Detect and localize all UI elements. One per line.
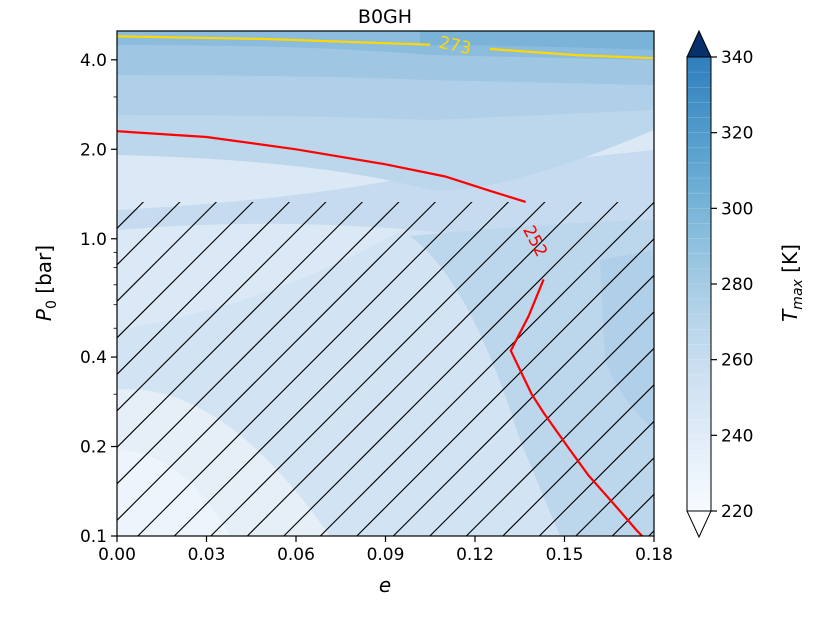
colorbar-bands xyxy=(687,56,711,497)
y-tick-label: 0.4 xyxy=(80,348,107,368)
colorbar-tick-label: 340 xyxy=(721,48,753,68)
y-tick-label: 0.2 xyxy=(80,438,107,458)
hatch-line xyxy=(319,202,654,536)
hatch-line xyxy=(137,202,473,536)
contour-fill-band xyxy=(600,250,654,430)
x-tick-label: 0.06 xyxy=(277,545,315,565)
contour-fill-band xyxy=(410,220,654,536)
y-axis: 0.1 0.2 0.4 1.0 2.0 4.0 xyxy=(80,51,117,547)
x-axis: 0.00 0.03 0.06 0.09 0.12 0.15 0.18 xyxy=(98,536,673,565)
colorbar-tick-label: 300 xyxy=(721,199,753,219)
contour-line-273 xyxy=(489,47,654,60)
hatch-line xyxy=(117,202,254,339)
hatch-line xyxy=(246,202,583,536)
colorbar-ticks: 220 240 260 280 300 320 340 xyxy=(711,48,753,522)
x-tick-label: 0.12 xyxy=(456,545,494,565)
colorbar-gradient xyxy=(687,57,711,511)
hatch-line xyxy=(173,202,510,536)
hatch-line xyxy=(117,202,364,449)
hatch-line xyxy=(502,384,654,536)
hatch-line xyxy=(117,202,291,376)
x-tick-label: 0.09 xyxy=(367,545,405,565)
contour-line-252 xyxy=(509,278,643,536)
hatch-line xyxy=(538,420,654,536)
contour-lines xyxy=(117,35,654,536)
contour-fill-band xyxy=(117,450,230,536)
hatch-line xyxy=(465,347,654,536)
contour-fill-layer xyxy=(117,31,654,536)
colorbar-extend-bottom xyxy=(686,510,712,539)
colorbar-tick-label: 280 xyxy=(721,275,753,295)
x-tick-label: 0.15 xyxy=(546,545,584,565)
contour-fill-band xyxy=(420,31,654,50)
hatch-line xyxy=(356,238,654,536)
contour-line-252 xyxy=(117,130,527,203)
hatch-line xyxy=(429,311,654,536)
y-tick-label: 1.0 xyxy=(80,230,107,250)
hatch-line xyxy=(117,202,437,522)
hatch-line xyxy=(392,274,654,536)
colorbar: 220 240 260 280 300 320 340 Tmax [K] xyxy=(686,29,806,539)
x-tick-label: 0.18 xyxy=(635,545,673,565)
hatch-line xyxy=(117,202,218,303)
x-axis-title: e xyxy=(379,573,391,597)
contour-line-273 xyxy=(117,35,431,46)
hatch-line xyxy=(283,202,619,536)
hatch-line xyxy=(117,202,181,266)
x-tick-label: 0.03 xyxy=(188,545,226,565)
hatch-line xyxy=(575,457,654,536)
hatch-line xyxy=(210,202,546,536)
hatch-line xyxy=(117,202,327,412)
colorbar-tick-label: 240 xyxy=(721,426,753,446)
plot-title: B0GH xyxy=(358,6,412,28)
hatch-region xyxy=(117,202,654,536)
x-tick-label: 0.00 xyxy=(98,545,136,565)
colorbar-tick-label: 320 xyxy=(721,124,753,144)
colorbar-tick-label: 220 xyxy=(721,502,753,522)
y-tick-label: 0.1 xyxy=(80,527,107,547)
colorbar-title: Tmax [K] xyxy=(778,244,806,322)
y-axis-title: P0 [bar] xyxy=(32,245,60,321)
y-tick-label: 4.0 xyxy=(80,51,107,71)
y-tick-label: 2.0 xyxy=(80,140,107,160)
colorbar-extend-top xyxy=(686,29,712,58)
hatch-line xyxy=(117,202,400,485)
colorbar-tick-label: 260 xyxy=(721,351,753,371)
